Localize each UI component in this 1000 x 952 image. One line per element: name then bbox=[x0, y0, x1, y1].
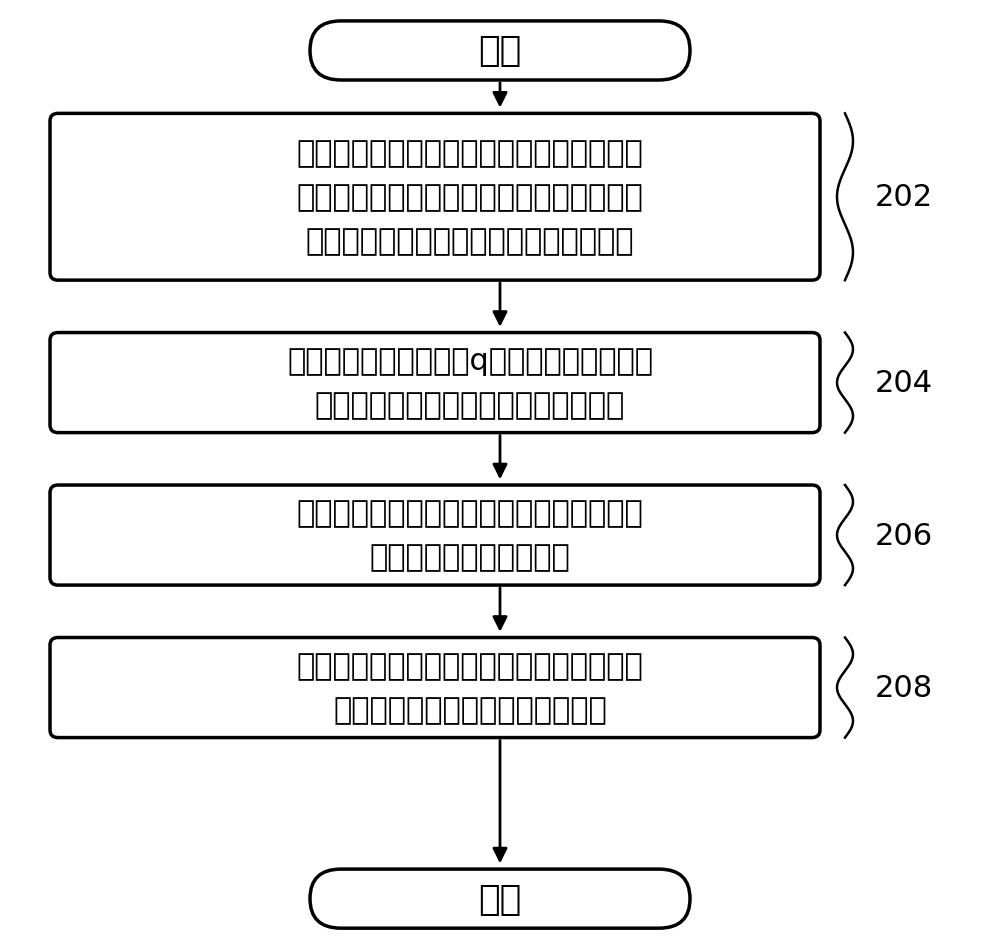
Text: 206: 206 bbox=[875, 521, 933, 550]
FancyBboxPatch shape bbox=[50, 486, 820, 585]
Text: 202: 202 bbox=[875, 183, 933, 212]
Text: 在永磁同步电机上电且处于停止状态时，获
取霍尔位置信号电平，根据霍尔位置信号电
平确定初始霍尔角度位置以及初始扇区値: 在永磁同步电机上电且处于停止状态时，获 取霍尔位置信号电平，根据霍尔位置信号电 … bbox=[297, 139, 643, 256]
Text: 开始: 开始 bbox=[478, 34, 522, 69]
FancyBboxPatch shape bbox=[50, 638, 820, 738]
Text: 根据霍尔位置标志位和初始霍尔角度位置，
确定永磁同步电机的转子角度位置: 根据霍尔位置标志位和初始霍尔角度位置， 确定永磁同步电机的转子角度位置 bbox=[297, 651, 643, 724]
FancyBboxPatch shape bbox=[310, 869, 690, 928]
Text: 204: 204 bbox=[875, 368, 933, 398]
FancyBboxPatch shape bbox=[310, 22, 690, 81]
FancyBboxPatch shape bbox=[50, 114, 820, 281]
Text: 结束: 结束 bbox=[478, 882, 522, 916]
Text: 在初始霍尔角度位置的q轴方向加入电流以使
永磁同步电机旋转，并记录扇区变化値: 在初始霍尔角度位置的q轴方向加入电流以使 永磁同步电机旋转，并记录扇区变化値 bbox=[287, 347, 653, 420]
Text: 根据扇区变化値，确定永磁同步电机的旋转
方向以及霍尔位置标志位: 根据扇区变化値，确定永磁同步电机的旋转 方向以及霍尔位置标志位 bbox=[297, 499, 643, 572]
FancyBboxPatch shape bbox=[50, 333, 820, 433]
Text: 208: 208 bbox=[875, 673, 933, 703]
